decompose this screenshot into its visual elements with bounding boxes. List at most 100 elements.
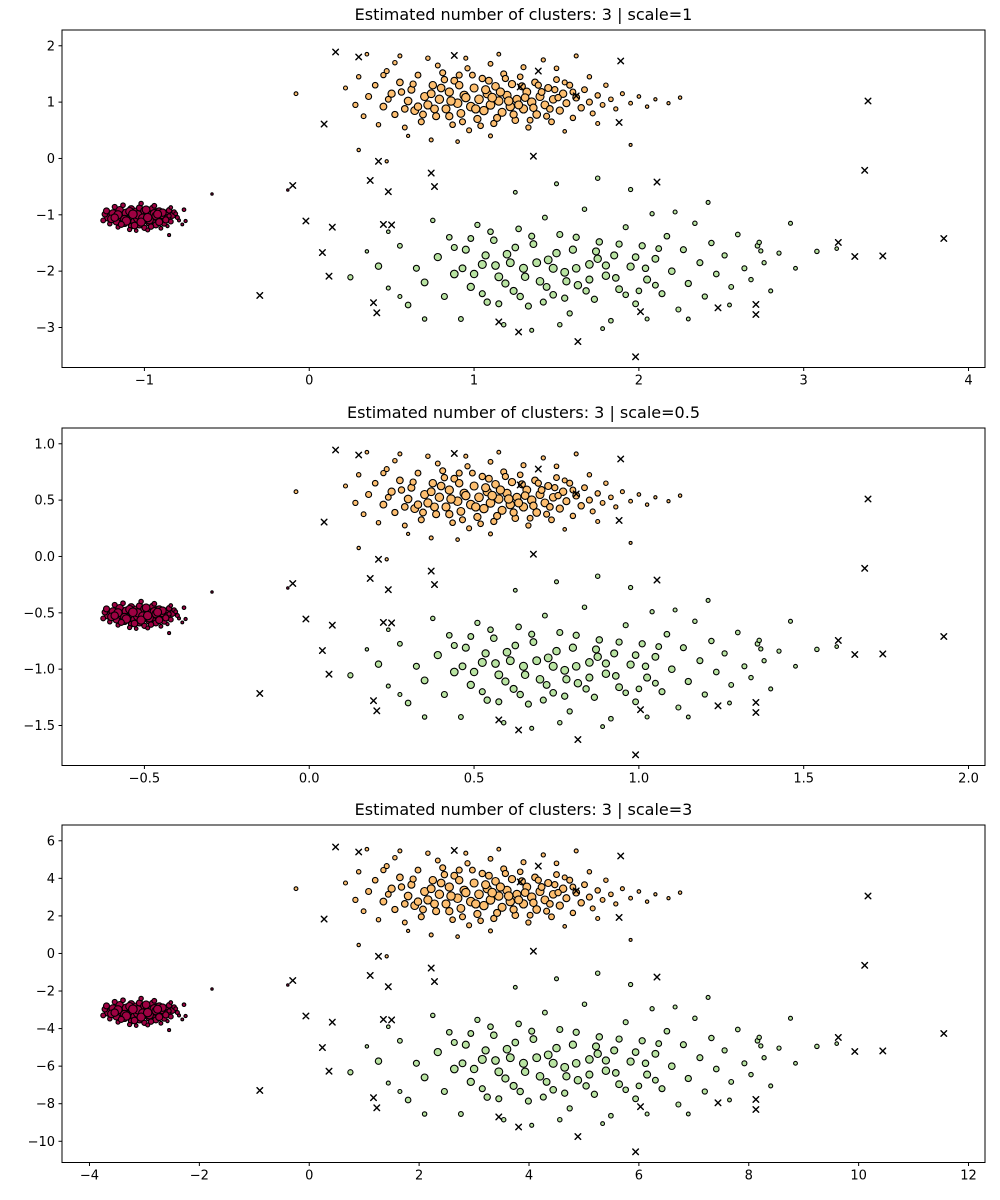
data-point: [440, 870, 449, 879]
data-point: [515, 623, 522, 631]
data-point: [455, 139, 460, 144]
y-tick-label: 1: [47, 96, 55, 111]
data-point: [544, 83, 553, 93]
noise-x-marker: [834, 636, 842, 644]
data-point: [636, 889, 642, 894]
x-tick-label: 1.0: [629, 772, 650, 787]
data-point: [548, 1058, 558, 1068]
data-point: [455, 537, 460, 542]
data-point: [387, 89, 396, 98]
data-point: [396, 640, 403, 647]
data-point: [516, 1087, 524, 1096]
data-point: [529, 898, 538, 908]
data-point: [529, 240, 538, 249]
noise-x-marker: [328, 621, 336, 629]
data-point: [528, 630, 536, 638]
data-point: [484, 76, 493, 85]
data-point: [544, 878, 553, 888]
cluster-green-points: [347, 970, 840, 1128]
noise-x-marker: [632, 1148, 640, 1156]
data-point: [756, 239, 762, 246]
data-point: [151, 997, 158, 1004]
subplot-scale-0.5: Estimated number of clusters: 3 | scale=…: [0, 398, 1000, 798]
data-point: [557, 719, 563, 726]
data-point: [644, 316, 650, 322]
data-point: [491, 659, 500, 668]
noise-x-marker: [450, 449, 458, 457]
data-point: [552, 248, 561, 258]
y-tick-label: −1.5: [23, 719, 55, 734]
noise-x-marker: [637, 308, 644, 316]
data-point: [585, 1070, 594, 1079]
x-tick-label: 2.0: [958, 772, 979, 787]
data-point: [505, 258, 515, 268]
data-point: [641, 264, 650, 273]
data-point: [512, 189, 518, 195]
data-point: [489, 1031, 498, 1040]
data-point: [374, 262, 383, 270]
data-point: [445, 112, 454, 121]
data-point: [761, 658, 767, 664]
x-tick-label: 10: [850, 1169, 867, 1184]
data-point: [560, 1062, 570, 1072]
data-point: [466, 1077, 475, 1087]
data-point: [449, 667, 459, 677]
data-point: [371, 876, 379, 884]
data-point: [352, 896, 359, 904]
noise-x-marker: [256, 1086, 264, 1094]
noise-x-marker: [879, 650, 887, 658]
data-point: [655, 245, 663, 253]
data-point: [814, 248, 820, 255]
data-point: [734, 231, 741, 238]
data-point: [635, 1082, 643, 1090]
noise-x-marker: [752, 1095, 760, 1103]
data-point: [380, 866, 387, 874]
data-point: [384, 493, 392, 501]
data-point: [505, 1053, 515, 1063]
noise-x-marker: [637, 1103, 644, 1111]
data-point: [566, 81, 574, 89]
data-point: [136, 217, 146, 227]
data-point: [352, 101, 359, 109]
data-point: [551, 86, 559, 94]
data-point: [787, 220, 794, 226]
data-point: [517, 82, 526, 91]
data-point: [641, 662, 650, 671]
data-point: [180, 620, 185, 625]
data-point: [568, 1040, 578, 1049]
data-point: [568, 245, 578, 254]
data-point: [183, 616, 188, 622]
data-point: [632, 300, 640, 308]
data-point: [293, 886, 299, 892]
data-point: [473, 114, 482, 124]
data-point: [428, 478, 438, 488]
data-point: [430, 899, 439, 909]
data-point: [502, 1044, 512, 1054]
noise-x-marker: [302, 1012, 310, 1020]
data-point: [495, 485, 506, 495]
data-point: [342, 483, 349, 489]
data-point: [445, 233, 453, 241]
data-point: [130, 221, 139, 230]
data-point: [166, 611, 172, 617]
data-point: [696, 657, 704, 665]
data-point: [404, 1096, 412, 1104]
data-point: [529, 1035, 538, 1044]
data-point: [420, 1073, 429, 1082]
data-point: [446, 891, 456, 901]
data-point: [417, 118, 425, 126]
data-point: [594, 573, 601, 579]
noise-x-marker: [534, 862, 542, 870]
data-point: [167, 233, 172, 238]
data-point: [133, 626, 139, 631]
data-point: [532, 905, 542, 914]
data-point: [509, 684, 518, 693]
data-point: [466, 922, 473, 929]
y-tick-label: 0.5: [34, 494, 55, 509]
noise-x-marker: [940, 1030, 948, 1037]
data-point: [166, 1008, 172, 1014]
data-point: [601, 1056, 611, 1065]
subplot-scale-1: Estimated number of clusters: 3 | scale=…: [0, 0, 1000, 400]
data-point: [455, 866, 463, 874]
